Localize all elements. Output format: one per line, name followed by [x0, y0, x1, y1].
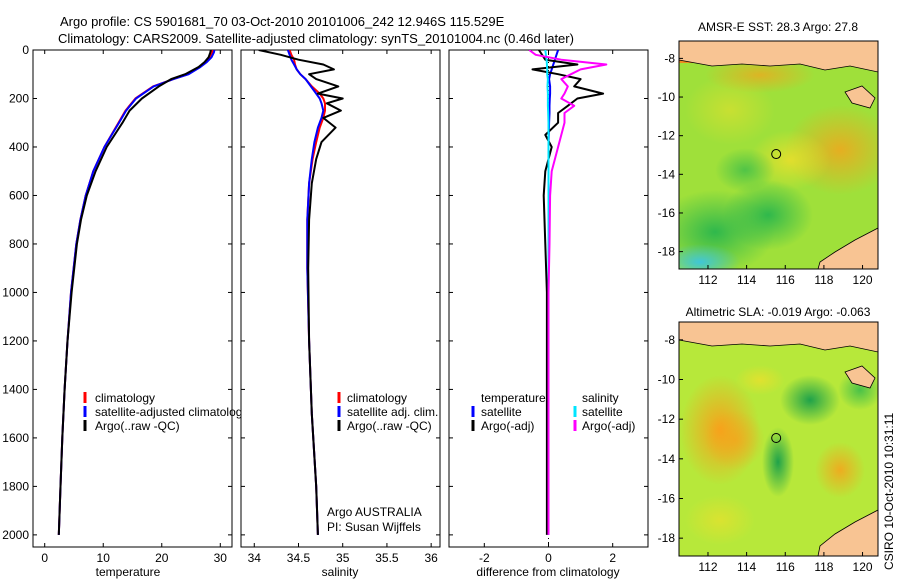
- argo-pi-annotation: PI: Susan Wijffels: [327, 520, 421, 534]
- legend-salinity-heading: salinity: [582, 391, 619, 405]
- legend-satellite-label: satellite-adjusted climatology: [95, 405, 248, 419]
- difference-panel: -2 0 2 difference from climatology tempera…: [448, 49, 649, 579]
- x-tick-label: 36: [424, 551, 438, 565]
- map-x-tick-label: 114: [737, 273, 756, 287]
- x-tick-label: 30: [214, 551, 228, 565]
- map-x-tick-label: 112: [698, 273, 717, 287]
- y-tick-label: 1800: [2, 479, 29, 493]
- temperature-axis: 0 10 20 30: [41, 50, 227, 565]
- legend-climatology-label: climatology: [347, 391, 407, 405]
- salinity-panel: 34 34.5 35 35.5 36 salinity climatology sate…: [240, 49, 441, 579]
- x-tick-label: 34: [248, 551, 262, 565]
- x-tick-label: 0: [545, 551, 552, 565]
- x-tick-label: 10: [97, 551, 111, 565]
- map-x-tick-label: 120: [853, 560, 873, 574]
- y-tick-label: 1400: [2, 382, 29, 396]
- depth-axis: 0 200 400 600 800 1000 1200 1400 1600 1800 2000: [2, 43, 232, 542]
- legend-climatology-label: climatology: [95, 391, 155, 405]
- difference-depth-ticks: [449, 49, 648, 536]
- legend-argo-label: Argo(..raw -QC): [347, 419, 432, 433]
- x-tick-label: 35: [336, 551, 350, 565]
- temperature-legend: climatology satellite-adjusted climatolo…: [83, 391, 248, 433]
- difference-legend: temperature satellite Argo(-adj) salinit…: [471, 391, 635, 433]
- sst-map-axes: 112 114 116 118 120 -8 -10 -12 -14 -16 -18: [658, 51, 873, 287]
- x-tick-label: 0: [41, 551, 48, 565]
- sst-map-frame: [678, 40, 879, 270]
- y-tick-label: 200: [9, 91, 29, 105]
- figure-title-line2: Climatology: CARS2009. Satellite-adjuste…: [58, 31, 574, 46]
- map-x-tick-label: 118: [814, 273, 833, 287]
- y-tick-label: 2000: [2, 528, 29, 542]
- y-tick-label: 400: [9, 140, 29, 154]
- temperature-xlabel: temperature: [96, 565, 161, 579]
- argo-program-annotation: Argo AUSTRALIA: [327, 505, 422, 519]
- sla-map-panel: Altimetric SLA: -0.019 Argo: -0.063 112 1…: [658, 305, 879, 574]
- sla-map-title: Altimetric SLA: -0.019 Argo: -0.063: [686, 305, 871, 319]
- legend-temperature-heading: temperature: [481, 391, 546, 405]
- map-x-tick-label: 118: [814, 560, 833, 574]
- legend-sal-argo-label: Argo(-adj): [582, 419, 635, 433]
- map-y-tick-label: -10: [658, 90, 676, 104]
- y-tick-label: 0: [22, 43, 29, 57]
- x-tick-label: 34.5: [287, 551, 311, 565]
- x-tick-label: 35.5: [375, 551, 399, 565]
- temperature-axes-frame: [32, 49, 233, 548]
- difference-series: [528, 50, 608, 547]
- y-tick-label: 600: [9, 188, 29, 202]
- temperature-panel: 0 200 400 600 800 1000 1200 1400 1600 1800 2000 0 1…: [2, 43, 248, 579]
- sst-field: [679, 41, 878, 269]
- series-line-salinity-argo-adj: [528, 50, 608, 535]
- series-line-argo-raw-qc: [57, 50, 212, 535]
- sla-field: [679, 322, 878, 556]
- salinity-axis: 34 34.5 35 35.5 36: [248, 50, 438, 565]
- x-tick-label: 2: [609, 551, 616, 565]
- y-tick-label: 1000: [2, 285, 29, 299]
- salinity-legend: climatology satellite adj. clim. Argo(..…: [337, 391, 438, 433]
- y-tick-label: 800: [9, 237, 29, 251]
- map-x-tick-label: 116: [776, 560, 795, 574]
- map-y-tick-label: -16: [658, 206, 676, 220]
- temperature-series: [57, 50, 216, 535]
- map-y-tick-label: -12: [658, 129, 676, 143]
- legend-temp-satellite-label: satellite: [481, 405, 522, 419]
- salinity-axes-frame: [240, 49, 441, 548]
- map-x-tick-label: 112: [698, 560, 717, 574]
- map-y-tick-label: -18: [658, 245, 676, 259]
- sla-argo-marker: [771, 433, 782, 444]
- sla-map-axes: 112 114 116 118 120 -8 -10 -12 -14 -16 -18: [658, 333, 873, 574]
- sst-map-title: AMSR-E SST: 28.3 Argo: 27.8: [698, 20, 858, 34]
- figure-title-line1: Argo profile: CS 5901681_70 03-Oct-2010 …: [60, 14, 505, 29]
- y-tick-label: 1200: [2, 334, 29, 348]
- map-y-tick-label: -14: [658, 167, 676, 181]
- map-y-tick-label: -14: [658, 452, 676, 466]
- x-tick-label: -2: [479, 551, 490, 565]
- map-x-tick-label: 120: [853, 273, 873, 287]
- y-tick-label: 1600: [2, 431, 29, 445]
- map-x-tick-label: 116: [776, 273, 795, 287]
- salinity-xlabel: salinity: [322, 565, 359, 579]
- legend-sal-satellite-label: satellite: [582, 405, 623, 419]
- legend-satellite-label: satellite adj. clim.: [347, 405, 438, 419]
- salinity-depth-ticks: [241, 49, 440, 536]
- sst-map-panel: AMSR-E SST: 28.3 Argo: 27.8 112 114 116 118…: [658, 20, 879, 287]
- map-y-tick-label: -12: [658, 412, 676, 426]
- series-line-argo-raw-qc: [258, 50, 344, 535]
- map-y-tick-label: -18: [658, 531, 676, 545]
- x-tick-label: 20: [155, 551, 169, 565]
- map-y-tick-label: -10: [658, 373, 676, 387]
- map-y-tick-label: -8: [664, 51, 675, 65]
- map-y-tick-label: -8: [664, 333, 675, 347]
- legend-temp-argo-label: Argo(-adj): [481, 419, 534, 433]
- salinity-series: [258, 50, 344, 535]
- legend-argo-label: Argo(..raw -QC): [95, 419, 180, 433]
- map-y-tick-label: -16: [658, 491, 676, 505]
- difference-xlabel: difference from climatology: [476, 565, 619, 579]
- map-x-tick-label: 114: [737, 560, 756, 574]
- footer-stamp: CSIRO 10-Oct-2010 10:31:11: [882, 412, 896, 570]
- sst-argo-marker: [771, 149, 782, 160]
- sla-map-frame: [678, 321, 879, 557]
